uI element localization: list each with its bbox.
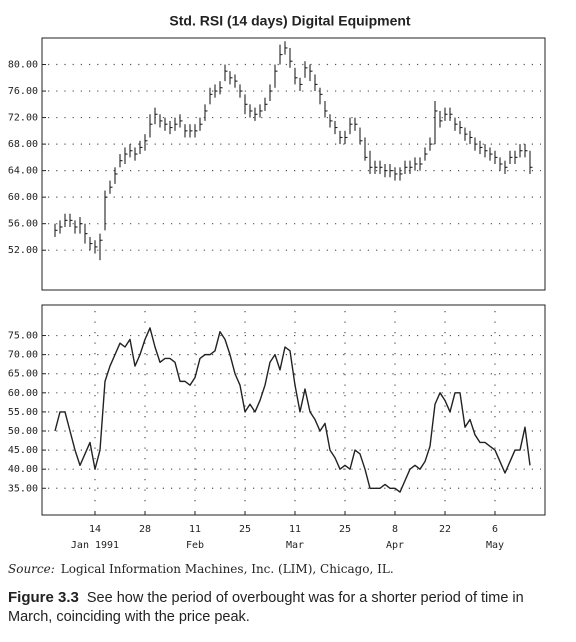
x-month-label: Jan 1991 [71,540,119,551]
y-tick-label: 68.00 [8,139,38,150]
x-month-label: Mar [286,540,304,551]
y-tick-label: 50.00 [8,426,38,437]
y-tick-label: 35.00 [8,483,38,494]
source-label: Source: [8,562,55,576]
x-tick-label: 25 [239,524,251,535]
x-tick-label: 6 [492,524,498,535]
y-tick-label: 75.00 [8,331,38,342]
figure-label: Figure 3.3 [8,589,79,606]
x-tick-label: 22 [439,524,451,535]
y-tick-label: 64.00 [8,166,38,177]
y-tick-label: 76.00 [8,86,38,97]
y-tick-label: 60.00 [8,192,38,203]
x-tick-label: 28 [139,524,151,535]
y-tick-label: 60.00 [8,388,38,399]
y-tick-label: 55.00 [8,407,38,418]
y-tick-label: 72.00 [8,113,38,124]
y-tick-label: 52.00 [8,245,38,256]
source-text: Logical Information Machines, Inc. (LIM)… [60,562,394,576]
source: Source: Logical Information Machines, Inc… [8,562,568,576]
caption: Figure 3.3 See how the period of overboug… [8,588,564,627]
y-tick-label: 40.00 [8,464,38,475]
x-tick-label: 14 [89,524,101,535]
caption-text: See how the period of overbought was for… [8,590,524,625]
x-month-label: May [486,540,504,551]
x-tick-label: 11 [289,524,301,535]
y-tick-label: 80.00 [8,60,38,71]
x-tick-label: 11 [189,524,201,535]
chart-title: Std. RSI (14 days) Digital Equipment [169,13,410,29]
footer: Source: Logical Information Machines, Inc… [0,562,576,627]
plot-frame [41,304,546,516]
y-tick-label: 70.00 [8,350,38,361]
rsi-line [54,327,531,493]
x-month-label: Feb [186,540,204,551]
y-tick-label: 65.00 [8,369,38,380]
x-tick-label: 25 [339,524,351,535]
y-tick-label: 45.00 [8,445,38,456]
plot-frame [41,37,546,291]
x-month-label: Apr [386,540,404,551]
x-tick-label: 8 [392,524,398,535]
y-tick-label: 56.00 [8,219,38,230]
chart: Std. RSI (14 days) Digital Equipment 52.… [8,13,546,551]
